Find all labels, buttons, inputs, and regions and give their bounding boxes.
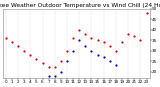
Point: [102, 56, 105, 58]
Point: [4, 37, 7, 39]
Point: [53, 67, 56, 68]
Point: [115, 65, 117, 66]
Point: [66, 60, 68, 62]
Point: [60, 71, 62, 72]
Point: [78, 39, 80, 41]
Point: [96, 54, 99, 56]
Point: [102, 42, 105, 43]
Point: [115, 50, 117, 51]
Point: [47, 67, 50, 68]
Point: [11, 42, 13, 43]
Point: [17, 46, 19, 47]
Point: [96, 39, 99, 41]
Point: [29, 54, 32, 56]
Point: [109, 46, 111, 47]
Point: [41, 63, 44, 64]
Point: [23, 50, 25, 51]
Point: [35, 58, 38, 60]
Point: [90, 37, 93, 39]
Point: [60, 60, 62, 62]
Point: [72, 50, 74, 51]
Point: [90, 50, 93, 51]
Point: [121, 42, 123, 43]
Point: [139, 39, 142, 41]
Point: [78, 29, 80, 30]
Point: [145, 12, 148, 14]
Point: [66, 50, 68, 51]
Point: [109, 60, 111, 62]
Point: [133, 35, 136, 37]
Point: [53, 75, 56, 76]
Title: Milwaukee Weather Outdoor Temperature vs Wind Chill (24 Hours): Milwaukee Weather Outdoor Temperature vs…: [0, 3, 160, 8]
Point: [72, 37, 74, 39]
Point: [84, 46, 87, 47]
Point: [127, 33, 129, 35]
Point: [84, 33, 87, 35]
Point: [47, 75, 50, 76]
